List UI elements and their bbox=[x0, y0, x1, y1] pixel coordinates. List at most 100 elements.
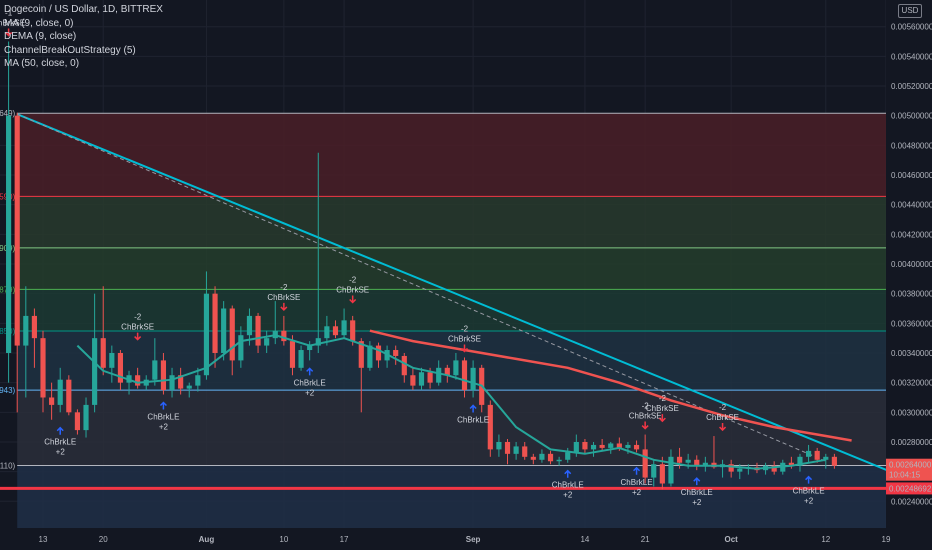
time-axis-bg bbox=[0, 528, 932, 550]
fib-extension-band bbox=[17, 465, 932, 528]
candle-body bbox=[556, 459, 562, 462]
time-tick-label: 17 bbox=[340, 535, 349, 544]
candle-body bbox=[160, 360, 167, 391]
short-arrow-icon bbox=[460, 344, 469, 353]
candle-body bbox=[152, 360, 158, 380]
candle-body bbox=[728, 464, 734, 472]
candle-body bbox=[737, 468, 743, 472]
short-signal-label: ChBrkSE bbox=[267, 293, 300, 302]
candle-body bbox=[806, 450, 812, 457]
candle-body bbox=[289, 341, 296, 368]
candle-body bbox=[117, 352, 124, 383]
price-tick-label: 0.00500000 bbox=[891, 112, 932, 121]
candle-body bbox=[315, 338, 321, 346]
candle-body bbox=[530, 456, 536, 460]
candle-body bbox=[616, 443, 622, 448]
candle-body bbox=[83, 404, 89, 431]
candle-body bbox=[831, 456, 837, 466]
short-signal-label: ChBrkSE bbox=[706, 413, 739, 422]
long-signal-label: +2 bbox=[56, 448, 66, 457]
candle-body bbox=[599, 444, 605, 448]
fib-band bbox=[17, 390, 932, 466]
candle-body bbox=[444, 367, 450, 376]
candle-body bbox=[582, 441, 588, 450]
candle-body bbox=[797, 456, 803, 466]
candle-body bbox=[169, 375, 175, 391]
price-tick-label: 0.00340000 bbox=[891, 349, 932, 358]
hline-price-box bbox=[886, 482, 932, 495]
candle-body bbox=[573, 441, 579, 453]
long-signal-label: ChBrkLE bbox=[621, 478, 653, 487]
time-tick-label: Oct bbox=[724, 535, 738, 544]
short-signal-label: -2 bbox=[659, 394, 667, 403]
long-signal-label: +2 bbox=[692, 498, 702, 507]
candle-body bbox=[212, 293, 218, 353]
candle-body bbox=[375, 345, 382, 361]
candle-body bbox=[186, 385, 192, 389]
candle-body bbox=[350, 320, 356, 342]
candle-body bbox=[590, 444, 597, 450]
candle-body bbox=[281, 330, 287, 342]
time-tick-label: 10 bbox=[279, 535, 288, 544]
moving-averages bbox=[76, 329, 852, 470]
hline-price-label: 0.00248692 bbox=[889, 484, 932, 493]
candle-body bbox=[642, 449, 648, 478]
candle-body bbox=[238, 335, 244, 361]
drawing-lines[interactable] bbox=[0, 113, 905, 490]
long-arrow-icon bbox=[633, 466, 641, 475]
fib-band bbox=[17, 196, 932, 248]
price-axis[interactable]: 0.00560000 0.00540000 0.00520000 0.00500000… bbox=[886, 0, 932, 550]
price-tick-label: 0.00380000 bbox=[891, 290, 932, 299]
price-tick-label: 0.00300000 bbox=[891, 408, 932, 417]
price-tick-label: 0.00440000 bbox=[891, 201, 932, 210]
candle-body bbox=[14, 115, 20, 346]
short-arrow-icon bbox=[134, 332, 142, 341]
short-signal-label: ChBrkSE bbox=[448, 334, 481, 343]
price-tick-label: 0.00240000 bbox=[891, 497, 932, 506]
currency-button[interactable]: USD bbox=[898, 4, 922, 18]
long-signal-label: ChBrkLE bbox=[44, 438, 76, 447]
long-signal-label: ChBrkLE bbox=[147, 413, 179, 422]
price-tick-label: 0.00400000 bbox=[891, 260, 932, 269]
strategy-signals: ChBrkSE-1ChBrkLE+2ChBrkSE-2ChBrkLE+2ChBr… bbox=[0, 9, 825, 508]
candle-body bbox=[195, 375, 201, 386]
candle-body bbox=[100, 338, 106, 368]
indicator-dema[interactable]: DEMA (9, close) bbox=[4, 31, 77, 42]
candle-body bbox=[625, 444, 631, 448]
candle-body bbox=[633, 444, 640, 450]
candle-body bbox=[341, 320, 347, 336]
fibonacci-retracement[interactable]: 0(0.00501649)0.236(0.00445590)0.382(0.00… bbox=[0, 109, 932, 528]
candle-body bbox=[608, 443, 614, 448]
indicator-ma9[interactable]: MA (9, close, 0) bbox=[4, 17, 74, 29]
indicator-ma50[interactable]: MA (50, close, 0) bbox=[4, 58, 80, 69]
indicator-channel-breakout[interactable]: ChannelBreakOutStrategy (5) bbox=[4, 44, 136, 56]
symbol-title[interactable]: Dogecoin / US Dollar, 1D, BITTREX bbox=[4, 4, 163, 15]
short-signal-label: -2 bbox=[134, 313, 142, 322]
candle-body bbox=[461, 360, 468, 391]
time-tick-label: 12 bbox=[821, 535, 830, 544]
candle-body bbox=[49, 397, 55, 405]
trendline bbox=[16, 113, 905, 479]
long-arrow-icon bbox=[469, 404, 477, 413]
time-axis[interactable]: 13 20 Aug 10 17 Sep 14 21 Oct 12 19 bbox=[0, 528, 932, 550]
candle-body bbox=[66, 379, 72, 413]
time-tick-label: 20 bbox=[99, 535, 108, 544]
long-signal-label: +2 bbox=[159, 423, 169, 432]
candle-body bbox=[23, 315, 29, 346]
candle-body bbox=[522, 446, 528, 457]
candle-body bbox=[676, 456, 683, 463]
short-signal-label: ChBrkSE bbox=[646, 404, 679, 413]
short-signal-label: -2 bbox=[280, 283, 288, 292]
candle-body bbox=[358, 341, 364, 368]
candle-body bbox=[40, 338, 46, 398]
long-signal-label: ChBrkLE bbox=[793, 487, 825, 496]
short-arrow-icon bbox=[280, 302, 288, 311]
short-signal-label: -2 bbox=[461, 324, 469, 333]
candle-body bbox=[401, 355, 407, 376]
long-arrow-icon bbox=[159, 401, 167, 410]
price-tick-label: 0.00280000 bbox=[891, 438, 932, 447]
candle-body bbox=[513, 446, 519, 454]
price-axis-bg bbox=[886, 0, 932, 550]
